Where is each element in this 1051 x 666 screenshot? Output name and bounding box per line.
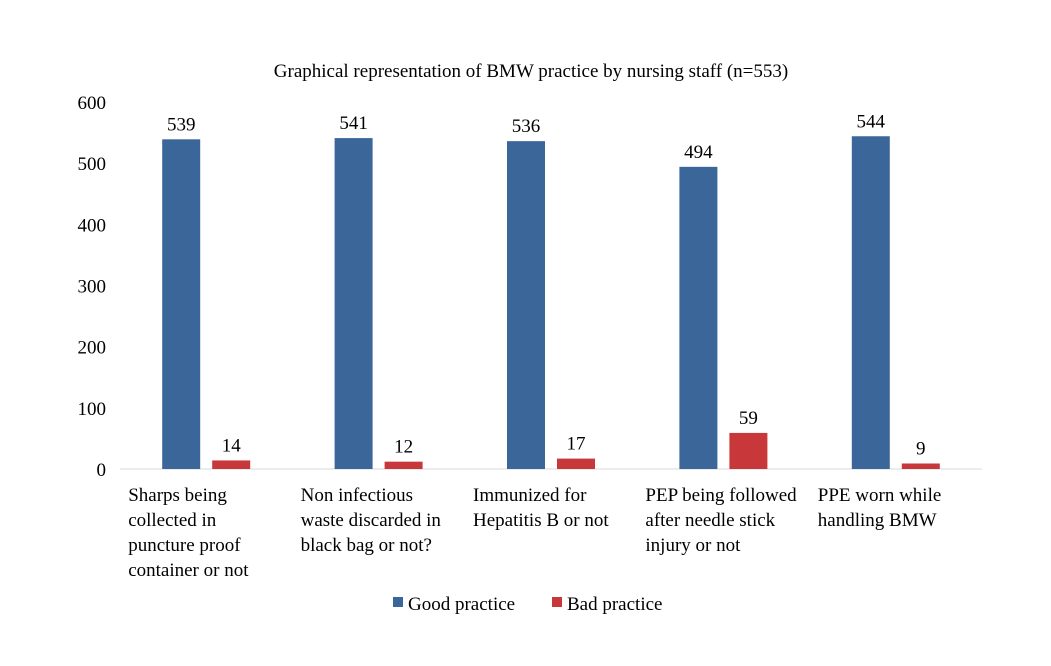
- category-label-line: puncture proof: [128, 535, 241, 556]
- y-tick-label: 300: [78, 277, 107, 298]
- bad-practice-bar: [384, 461, 423, 469]
- category-labels-group: Sharps being collected in puncture proof co…: [128, 485, 941, 581]
- legend: Good practice Bad practice: [393, 594, 662, 615]
- bad-practice-value-label: 14: [222, 435, 242, 456]
- category-label-line: after needle stick: [645, 510, 775, 531]
- category-label-line: PEP being followed: [645, 485, 797, 506]
- category-label-line: handling BMW: [818, 510, 937, 531]
- y-tick-label: 400: [78, 215, 107, 236]
- good-practice-bar: [162, 139, 201, 470]
- bad-practice-value-label: 59: [739, 408, 758, 429]
- bad-practice-bar: [212, 460, 251, 469]
- category-label-line: waste discarded in: [301, 510, 442, 531]
- good-practice-bar: [507, 141, 545, 469]
- category-label-line: injury or not: [645, 535, 741, 556]
- axes-group: 0 100 200 300 400 500 600: [78, 93, 982, 481]
- bad-practice-value-label: 9: [916, 438, 926, 459]
- y-tick-label: 500: [78, 154, 107, 175]
- data-labels-group: 539 14 541 12 536 17 494 59 544 9: [167, 111, 926, 459]
- good-practice-value-label: 536: [512, 116, 541, 137]
- good-practice-bar: [679, 166, 718, 469]
- category-label-line: black bag or not?: [301, 535, 432, 556]
- category-label-line: Immunized for: [473, 485, 587, 506]
- legend-label-bad-practice: Bad practice: [567, 594, 662, 615]
- bad-practice-bar: [729, 432, 768, 469]
- category-label-line: collected in: [128, 510, 217, 531]
- category-label-line: PPE worn while: [818, 485, 942, 506]
- y-tick-label: 0: [97, 460, 107, 481]
- legend-swatch-bad-practice: [552, 597, 562, 607]
- good-practice-value-label: 544: [857, 111, 886, 132]
- y-tick-label: 100: [78, 399, 107, 420]
- legend-label-good-practice: Good practice: [408, 594, 515, 615]
- bad-practice-value-label: 17: [567, 434, 586, 455]
- good-practice-bar: [851, 136, 890, 469]
- bad-practice-bar: [557, 458, 595, 469]
- category-label-line: Hepatitis B or not: [473, 510, 609, 531]
- legend-swatch-good-practice: [393, 597, 403, 607]
- bad-practice-value-label: 12: [394, 437, 413, 458]
- good-practice-bar: [334, 138, 373, 470]
- category-label-line: container or not: [128, 560, 249, 581]
- y-tick-label: 600: [78, 93, 107, 114]
- chart-title: Graphical representation of BMW practice…: [274, 61, 788, 82]
- good-practice-value-label: 539: [167, 114, 196, 135]
- y-tick-label: 200: [78, 338, 107, 359]
- bad-practice-bar: [901, 463, 940, 469]
- category-label-line: Sharps being: [128, 485, 227, 506]
- good-practice-value-label: 494: [684, 142, 713, 163]
- bars-group: [162, 136, 940, 470]
- good-practice-value-label: 541: [339, 113, 368, 134]
- category-label-line: Non infectious: [301, 485, 413, 506]
